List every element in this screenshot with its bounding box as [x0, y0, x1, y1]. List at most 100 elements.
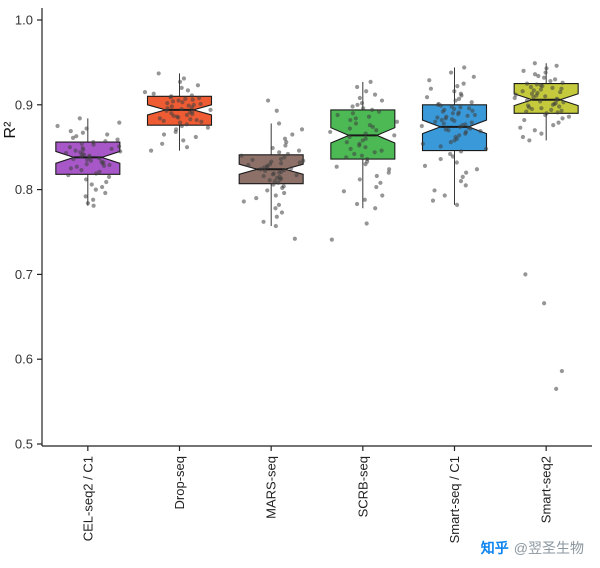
jitter-point — [173, 129, 178, 135]
jitter-point — [466, 106, 472, 111]
jitter-point — [450, 154, 456, 159]
jitter-point — [355, 84, 360, 90]
jitter-point — [441, 121, 446, 126]
jitter-point — [117, 120, 122, 125]
jitter-point — [161, 118, 166, 124]
jitter-point — [184, 122, 189, 127]
jitter-point — [474, 167, 480, 172]
jitter-point — [554, 63, 559, 68]
jitter-point — [452, 118, 457, 124]
jitter-point — [79, 141, 84, 146]
jitter-point — [539, 106, 544, 111]
jitter-point — [359, 101, 365, 106]
jitter-point — [272, 179, 277, 184]
x-tick-label-smart-seq2: Smart-seq2 — [539, 456, 554, 523]
jitter-point — [427, 78, 432, 83]
jitter-point — [277, 150, 282, 155]
jitter-point — [282, 190, 287, 196]
jitter-point — [335, 112, 340, 118]
jitter-point — [452, 138, 457, 143]
jitter-point — [183, 96, 188, 101]
jitter-point — [88, 158, 93, 163]
jitter-point — [559, 108, 564, 113]
jitter-point — [470, 108, 475, 113]
jitter-point — [285, 151, 291, 157]
jitter-point — [186, 103, 191, 108]
jitter-point — [104, 179, 109, 185]
jitter-point — [101, 163, 107, 168]
jitter-point — [184, 112, 190, 118]
y-tick-label: 0.9 — [15, 97, 33, 112]
jitter-point — [77, 116, 82, 121]
jitter-point — [439, 117, 444, 123]
boxplot-smart-seq2 — [512, 61, 579, 391]
jitter-point — [91, 197, 96, 202]
jitter-point — [419, 123, 424, 129]
jitter-point — [520, 134, 526, 140]
jitter-point — [79, 167, 84, 173]
jitter-point — [301, 158, 306, 163]
jitter-point — [176, 98, 181, 103]
jitter-point — [270, 172, 276, 177]
x-tick-label-smart-seq-c1: Smart-seq / C1 — [447, 456, 462, 543]
jitter-point — [512, 95, 517, 101]
jitter-point — [428, 86, 434, 91]
jitter-point — [458, 105, 463, 110]
jitter-point — [540, 84, 545, 89]
jitter-point — [103, 139, 108, 144]
jitter-point — [536, 73, 541, 79]
jitter-point — [270, 145, 275, 151]
x-tick-label-drop-seq: Drop-seq — [172, 456, 187, 509]
jitter-point — [465, 113, 470, 118]
jitter-point — [280, 185, 285, 191]
jitter-point — [353, 121, 359, 126]
jitter-point — [271, 182, 276, 187]
jitter-point — [552, 77, 558, 82]
jitter-point — [438, 156, 443, 162]
jitter-point — [239, 153, 244, 158]
boxplot-mars-seq — [238, 98, 306, 241]
jitter-point — [89, 182, 94, 187]
jitter-point — [105, 132, 110, 137]
boxplot-cel-seq2-c1 — [55, 116, 123, 208]
jitter-point — [79, 154, 84, 159]
boxplot-smart-seq-c1 — [419, 65, 489, 207]
jitter-point — [177, 79, 183, 85]
jitter-point — [106, 174, 112, 179]
jitter-point — [97, 169, 102, 174]
jitter-point — [528, 84, 534, 90]
jitter-point — [538, 99, 543, 104]
x-tick-label-mars-seq: MARS-seq — [264, 456, 279, 519]
jitter-point — [276, 121, 282, 126]
jitter-point — [160, 141, 165, 146]
jitter-point — [265, 188, 270, 193]
jitter-point — [478, 128, 483, 134]
jitter-point — [363, 131, 368, 136]
jitter-point — [529, 91, 535, 96]
jitter-point — [460, 174, 465, 179]
jitter-point — [357, 95, 362, 101]
jitter-point — [463, 183, 468, 188]
jitter-point — [435, 115, 440, 120]
jitter-point — [344, 155, 349, 160]
jitter-point — [273, 223, 278, 229]
box — [513, 83, 579, 114]
jitter-point — [442, 193, 447, 198]
jitter-point — [352, 151, 357, 157]
jitter-point — [379, 98, 385, 103]
jitter-point — [282, 136, 288, 141]
jitter-point — [430, 198, 436, 203]
jitter-point — [169, 104, 174, 109]
jitter-point — [329, 237, 334, 242]
jitter-point — [284, 140, 289, 145]
jitter-point — [373, 206, 378, 211]
jitter-point — [294, 173, 299, 178]
jitter-point — [560, 116, 565, 121]
jitter-point — [194, 117, 199, 123]
jitter-point — [85, 201, 91, 206]
jitter-point — [289, 166, 294, 171]
jitter-point — [555, 110, 560, 115]
jitter-point — [199, 119, 204, 124]
jitter-point — [181, 138, 186, 143]
x-tick-label-cel-seq2-c1: CEL-seq2 / C1 — [80, 456, 95, 541]
